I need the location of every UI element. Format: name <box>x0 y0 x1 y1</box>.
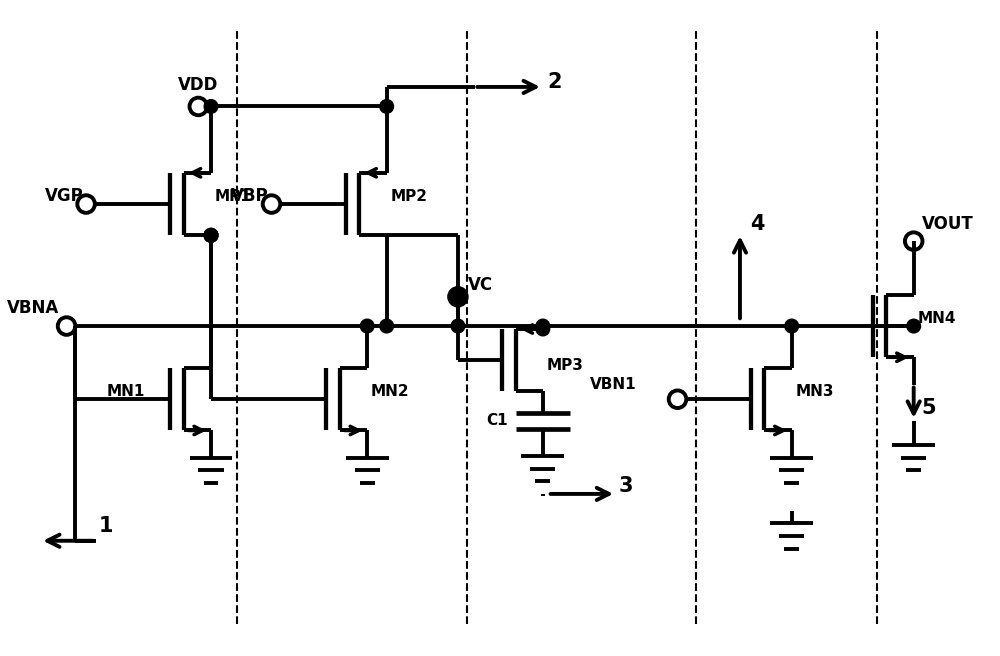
Circle shape <box>907 319 921 333</box>
Text: 5: 5 <box>922 398 936 418</box>
Circle shape <box>380 100 394 113</box>
Circle shape <box>785 319 799 333</box>
Text: MP3: MP3 <box>547 358 584 373</box>
Circle shape <box>204 228 218 242</box>
Text: VBN1: VBN1 <box>590 377 637 392</box>
Circle shape <box>536 322 550 336</box>
Text: C1: C1 <box>486 413 508 428</box>
Text: MP2: MP2 <box>391 189 428 204</box>
Text: VOUT: VOUT <box>922 215 973 233</box>
Text: 2: 2 <box>548 72 562 92</box>
Text: VDD: VDD <box>178 76 219 94</box>
Text: MP1: MP1 <box>215 189 252 204</box>
Text: 4: 4 <box>750 214 764 234</box>
Text: MN3: MN3 <box>796 384 834 399</box>
Circle shape <box>204 228 218 242</box>
Circle shape <box>204 100 218 113</box>
Text: MN2: MN2 <box>371 384 410 399</box>
Circle shape <box>204 228 218 242</box>
Text: VGP: VGP <box>45 187 84 205</box>
Circle shape <box>451 290 465 304</box>
Circle shape <box>536 319 550 333</box>
Text: 3: 3 <box>619 476 633 496</box>
Text: 1: 1 <box>99 516 113 536</box>
Circle shape <box>451 319 465 333</box>
Circle shape <box>380 319 394 333</box>
Text: MN1: MN1 <box>107 384 145 399</box>
Text: VC: VC <box>468 276 493 294</box>
Text: VBP: VBP <box>231 187 268 205</box>
Circle shape <box>360 319 374 333</box>
Text: MN4: MN4 <box>918 311 956 326</box>
Text: VBNA: VBNA <box>7 300 59 318</box>
